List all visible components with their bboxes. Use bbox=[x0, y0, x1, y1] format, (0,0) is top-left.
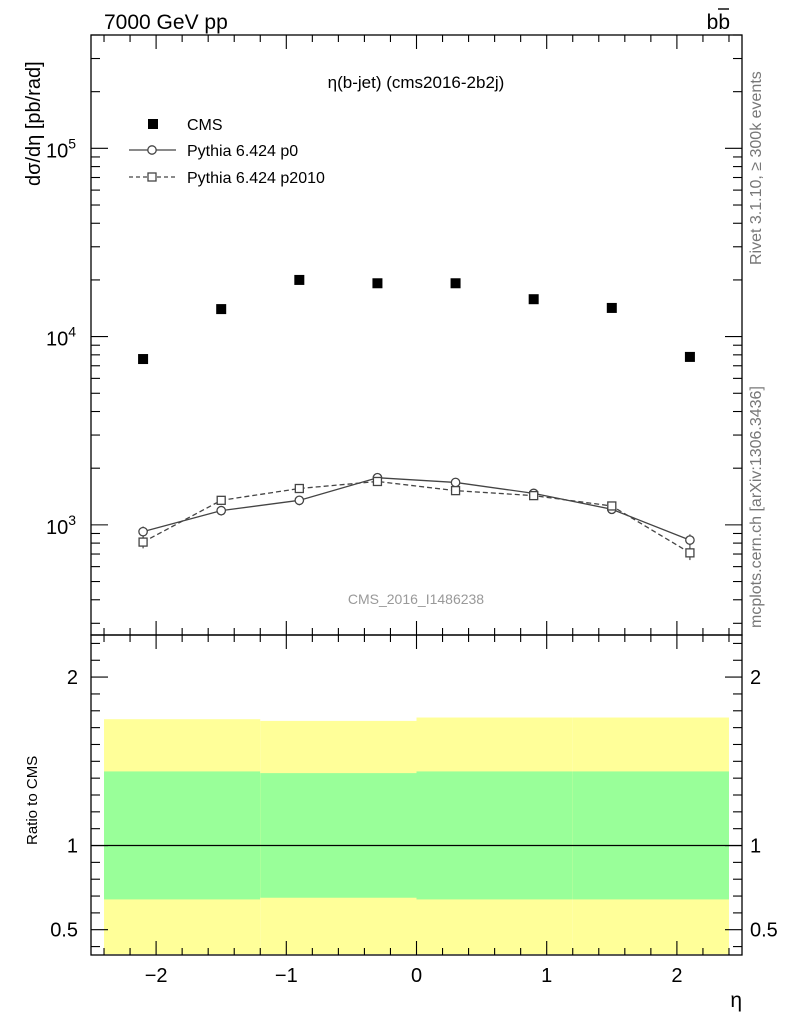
mc-point-p0 bbox=[294, 495, 305, 506]
ratio-tick-label-left: 0.5 bbox=[50, 920, 78, 942]
data-point-cms bbox=[606, 302, 617, 313]
side-rivet-label: Rivet 3.1.10, ≥ 300k events bbox=[748, 71, 765, 265]
analysis-watermark: CMS_2016_I1486238 bbox=[348, 591, 484, 607]
mc-point-p2010 bbox=[685, 548, 695, 558]
x-tick-label: −2 bbox=[145, 965, 168, 987]
mc-point-p2010 bbox=[138, 537, 148, 547]
x-tick-label: 1 bbox=[541, 965, 552, 987]
ratio-band-green bbox=[572, 771, 729, 900]
legend-marker-cms bbox=[148, 119, 158, 129]
ratio-tick-label-left: 2 bbox=[67, 667, 78, 689]
mc-point-p0 bbox=[450, 477, 461, 488]
data-point-cms bbox=[450, 278, 461, 289]
data-point-cms bbox=[528, 294, 539, 305]
x-tick-label: −1 bbox=[275, 965, 298, 987]
ratio-tick-label-right: 1 bbox=[750, 836, 761, 858]
mc-point-p0 bbox=[138, 526, 148, 537]
mc-point-p2010 bbox=[450, 485, 461, 496]
legend-marker-p0 bbox=[147, 145, 157, 155]
data-point-cms bbox=[294, 274, 305, 285]
series-line-1 bbox=[142, 477, 691, 541]
ratio-tick-label-left: 1 bbox=[67, 836, 78, 858]
legend-label-p2010: Pythia 6.424 p2010 bbox=[187, 170, 325, 187]
ratio-band-green bbox=[260, 773, 417, 898]
mc-point-p2010 bbox=[607, 501, 617, 511]
x-axis-label: η bbox=[730, 989, 742, 1012]
legend: CMS Pythia 6.424 p0 Pythia 6.424 p2010 bbox=[129, 117, 325, 187]
data-point-cms bbox=[216, 304, 227, 315]
x-tick-label: 2 bbox=[671, 965, 682, 987]
data-point-cms bbox=[684, 351, 695, 362]
header-collision-label: 7000 GeV pp bbox=[104, 11, 228, 34]
data-point-cms bbox=[372, 278, 383, 289]
ratio-band-green bbox=[416, 771, 573, 900]
ratio-bands bbox=[91, 717, 742, 955]
legend-label-cms: CMS bbox=[187, 117, 223, 134]
ratio-axis-label: Ratio to CMS bbox=[24, 756, 41, 845]
ratio-tick-label-right: 2 bbox=[750, 667, 761, 689]
y-tick-label: 103 bbox=[46, 512, 76, 539]
series-line-2 bbox=[142, 480, 691, 554]
mc-point-p2010 bbox=[529, 490, 539, 501]
mc-point-p0 bbox=[216, 505, 227, 516]
legend-marker-p2010 bbox=[147, 172, 157, 182]
mc-point-p0 bbox=[685, 535, 695, 545]
ratio-band-green bbox=[104, 771, 261, 900]
chart-title: η(b-jet) (cms2016-2b2j) bbox=[328, 73, 505, 92]
mc-point-p2010 bbox=[372, 476, 383, 487]
data-point-cms bbox=[138, 354, 149, 365]
y-axis-label: dσ/dη [pb/rad] bbox=[23, 61, 45, 186]
legend-label-p0: Pythia 6.424 p0 bbox=[187, 143, 298, 160]
y-tick-label: 105 bbox=[46, 135, 76, 162]
header-process-label: bb bbox=[707, 11, 730, 34]
side-mcplots-label: mcplots.cern.ch [arXiv:1306.3436] bbox=[748, 386, 765, 628]
mc-point-p2010 bbox=[294, 483, 304, 494]
data-series bbox=[138, 274, 695, 561]
y-tick-label: 104 bbox=[46, 324, 76, 351]
axes: −2 −1 0 1 2 103 104 105 0.5 0.5 1 1 2 2 bbox=[46, 34, 778, 987]
x-tick-label: 0 bbox=[411, 965, 422, 987]
mc-point-p2010 bbox=[216, 495, 226, 505]
ratio-tick-label-right: 0.5 bbox=[750, 920, 778, 942]
